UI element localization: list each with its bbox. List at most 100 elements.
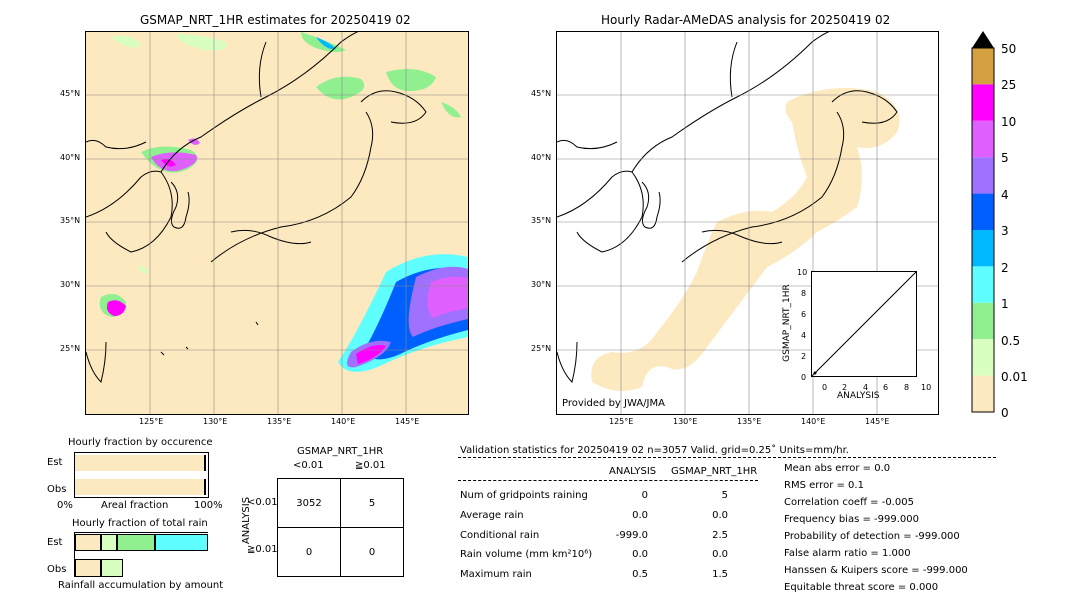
contingency-title: GSMAP_NRT_1HR (297, 446, 384, 457)
left-map-title: GSMAP_NRT_1HR estimates for 20250419 02 (140, 13, 411, 27)
inset-xtick: 2 (842, 383, 848, 392)
right-lat-label: 35°N (531, 216, 552, 225)
occurrence-frame (74, 452, 209, 498)
colorbar (971, 31, 995, 413)
right-map: Provided by JWA/JMA (556, 31, 939, 415)
validation-col-analysis: ANALYSIS (609, 466, 657, 477)
inset-xlabel: ANALYSIS (837, 391, 880, 401)
validation-analysis-value: -999.0 (615, 530, 648, 541)
left-lon-label: 145°E (395, 417, 420, 426)
left-lat-label: 30°N (60, 280, 81, 289)
score-line: Probability of detection = -999.000 (784, 531, 960, 542)
colorbar-segment (972, 193, 994, 230)
left-lon-label: 125°E (139, 417, 164, 426)
left-map-canvas (86, 32, 468, 414)
inset-ylabel: GSMAP_NRT_1HR (781, 284, 792, 362)
colorbar-label: 2 (1001, 261, 1009, 275)
rain-obs-seg (75, 559, 101, 577)
score-line: Mean abs error = 0.0 (784, 463, 891, 474)
validation-gsmap-value: 0.0 (712, 510, 728, 521)
right-lon-label: 130°E (673, 417, 698, 426)
validation-analysis-value: 0.0 (632, 549, 648, 560)
right-lat-label: 40°N (531, 153, 552, 162)
contingency-cell: 0 (340, 527, 404, 577)
colorbar-segment (972, 120, 994, 158)
validation-gsmap-value: 0.0 (712, 549, 728, 560)
inset-ytick: 10 (797, 268, 808, 277)
colorbar-segment (972, 230, 994, 267)
right-lat-label: 45°N (531, 89, 552, 98)
rain-fraction-row-label: Est (47, 537, 63, 548)
colorbar-label: 4 (1001, 188, 1009, 202)
rain-fraction-row-label: Obs (47, 564, 67, 575)
occurrence-est-bar (75, 455, 206, 471)
validation-row-label: Average rain (460, 510, 524, 521)
contingency-row-label: ≧0.01 (247, 544, 278, 555)
rain-fraction-frame (74, 532, 208, 577)
left-map (85, 31, 469, 415)
left-lat-label: 35°N (60, 216, 81, 225)
validation-divider (458, 480, 758, 481)
left-lat-label: 40°N (60, 153, 81, 162)
score-line: Hanssen & Kuipers score = -999.000 (784, 565, 968, 576)
colorbar-extend-arrow (972, 31, 994, 48)
score-line: Correlation coeff = -0.005 (784, 497, 914, 508)
validation-gsmap-value: 5 (721, 490, 728, 501)
colorbar-label: 0.5 (1001, 334, 1021, 348)
colorbar-segment (972, 302, 994, 340)
colorbar-label: 1 (1001, 297, 1009, 311)
score-line: False alarm ratio = 1.000 (784, 548, 911, 559)
validation-col-gsmap: GSMAP_NRT_1HR (671, 466, 758, 477)
right-lon-label: 140°E (801, 417, 826, 426)
left-lat-label: 45°N (60, 89, 81, 98)
occurrence-row-label: Est (47, 457, 63, 468)
occurrence-axis-min: 0% (57, 500, 73, 511)
inset-xtick: 4 (863, 383, 869, 392)
occurrence-obs-bar (75, 479, 206, 495)
colorbar-segment (972, 48, 994, 85)
validation-row-label: Conditional rain (460, 530, 540, 541)
colorbar-segment (972, 84, 994, 121)
scatter-inset-plot (812, 272, 916, 376)
occurrence-axis-max: 100% (194, 500, 223, 511)
inset-xtick: 8 (904, 383, 910, 392)
right-lon-label: 125°E (609, 417, 634, 426)
contingency-cell: 5 (340, 478, 404, 528)
right-lon-label: 135°E (737, 417, 762, 426)
colorbar-segment (972, 266, 994, 303)
left-lon-label: 140°E (331, 417, 356, 426)
rain-fraction-title: Hourly fraction of total rain (72, 518, 208, 529)
score-line: RMS error = 0.1 (784, 480, 864, 491)
right-lat-label: 30°N (531, 280, 552, 289)
contingency-col-label: ≧0.01 (355, 460, 386, 471)
colorbar-label: 50 (1001, 42, 1017, 56)
scatter-inset (811, 271, 917, 377)
validation-row-label: Num of gridpoints raining (460, 490, 588, 501)
inset-ytick: 8 (801, 289, 807, 298)
validation-gsmap-value: 2.5 (712, 530, 728, 541)
contingency-row-label: <0.01 (247, 497, 278, 508)
inset-ytick: 0 (801, 373, 807, 382)
rain-est-seg (117, 534, 155, 551)
validation-row-label: Maximum rain (460, 569, 532, 580)
left-lon-label: 135°E (267, 417, 292, 426)
rain-est-seg (155, 534, 208, 551)
inset-ytick: 6 (801, 310, 807, 319)
right-map-title: Hourly Radar-AMeDAS analysis for 2025041… (601, 13, 891, 27)
contingency-cell: 3052 (277, 478, 341, 528)
colorbar-segment (972, 339, 994, 376)
right-lat-label: 25°N (531, 344, 552, 353)
right-lon-label: 145°E (865, 417, 890, 426)
inset-xtick: 0 (822, 383, 828, 392)
occurrence-title: Hourly fraction by occurence (68, 437, 213, 448)
contingency-col-label: <0.01 (293, 460, 324, 471)
rain-est-seg (101, 534, 117, 551)
rain-est-seg (75, 534, 101, 551)
inset-xtick: 6 (883, 383, 889, 392)
colorbar-segment (972, 375, 994, 412)
validation-header: Validation statistics for 20250419 02 n=… (460, 445, 849, 456)
validation-analysis-value: 0.5 (632, 569, 648, 580)
validation-row-label: Rain volume (mm km²10⁶) (460, 549, 593, 560)
inset-ytick: 2 (801, 352, 807, 361)
validation-gsmap-value: 1.5 (712, 569, 728, 580)
